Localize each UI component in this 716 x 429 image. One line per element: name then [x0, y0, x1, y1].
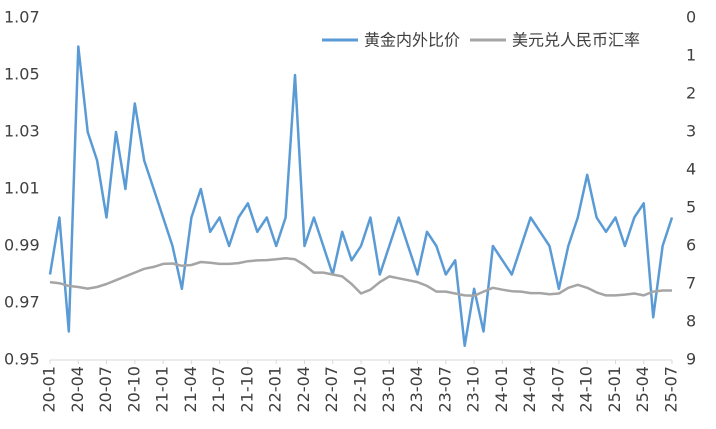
y-tick-label: 1.03 [4, 122, 40, 141]
x-tick-label: 21-10 [237, 366, 256, 413]
series-line [49, 256, 672, 298]
x-tick-label: 25-01 [605, 366, 624, 413]
x-tick-label: 20-10 [124, 366, 143, 413]
y2-tick-label: 8 [686, 312, 696, 331]
y-tick-label: 0.97 [4, 293, 40, 312]
x-tick-label: 21-04 [181, 366, 200, 413]
x-tick-label: 22-10 [351, 366, 370, 413]
x-tick-label: 23-07 [435, 366, 454, 413]
series-line [48, 45, 674, 348]
x-tick-label: 20-04 [68, 366, 87, 413]
x-tick-label: 22-04 [294, 366, 313, 413]
y2-tick-label: 9 [686, 350, 696, 369]
y-tick-label: 0.99 [4, 236, 40, 255]
legend-label: 黄金内外比价 [364, 31, 460, 50]
y-tick-label: 1.07 [4, 8, 40, 27]
y2-tick-label: 3 [686, 122, 696, 141]
x-tick-label: 23-01 [379, 366, 398, 413]
x-tick-label: 25-07 [662, 366, 681, 413]
x-tick-label: 20-07 [96, 366, 115, 413]
x-tick-label: 23-10 [464, 366, 483, 413]
x-tick-label: 24-04 [520, 366, 539, 413]
y2-tick-label: 1 [686, 46, 696, 65]
x-tick-label: 25-04 [633, 366, 652, 413]
y2-tick-label: 0 [686, 8, 696, 27]
x-tick-label: 24-10 [577, 366, 596, 413]
y-tick-label: 1.05 [4, 65, 40, 84]
y2-tick-label: 5 [686, 198, 696, 217]
x-tick-label: 22-07 [322, 366, 341, 413]
y2-tick-label: 4 [686, 160, 696, 179]
y2-tick-label: 6 [686, 236, 696, 255]
x-tick-label: 21-01 [153, 366, 172, 413]
x-tick-label: 21-07 [209, 366, 228, 413]
y-tick-label: 1.01 [4, 179, 40, 198]
x-tick-label: 24-01 [492, 366, 511, 413]
legend-label: 美元兑人民币汇率 [512, 31, 640, 50]
x-tick-label: 20-01 [40, 366, 59, 413]
y2-tick-label: 2 [686, 84, 696, 103]
x-tick-label: 22-01 [266, 366, 285, 413]
y2-tick-label: 7 [686, 274, 696, 293]
x-tick-label: 24-07 [548, 366, 567, 413]
y-tick-label: 0.95 [4, 350, 40, 369]
x-tick-label: 23-04 [407, 366, 426, 413]
